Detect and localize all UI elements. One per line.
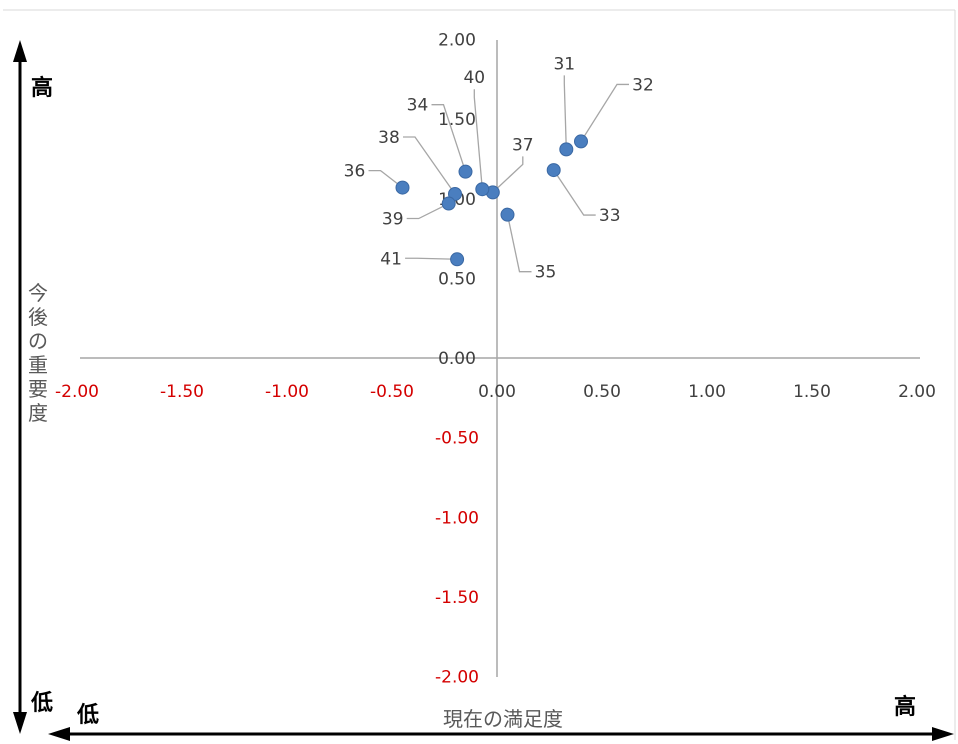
x-high-label: 高: [894, 694, 916, 720]
importance-arrow: [13, 40, 27, 734]
x-tick-label: 1.00: [688, 382, 726, 402]
y-tick-label: -1.00: [435, 508, 479, 528]
x-tick-label: -1.00: [265, 382, 309, 402]
point-label-38: 38: [378, 128, 400, 148]
point-labels: 31 32 33 34 35 36 37 38 39 40 41: [344, 54, 654, 282]
data-point-40: [475, 182, 490, 197]
x-tick-label: 0.50: [583, 382, 621, 402]
data-point-35: [500, 207, 515, 222]
y-high-label: 高: [31, 75, 53, 101]
data-point-41: [450, 252, 465, 267]
x-tick-label: 0.00: [478, 382, 516, 402]
data-points: [395, 134, 588, 267]
y-tick-label: 2.00: [438, 31, 476, 51]
point-label-32: 32: [632, 75, 654, 95]
leader-lines: [368, 75, 629, 273]
leader-line: [405, 257, 458, 260]
y-tick-label: 1.50: [438, 110, 476, 130]
point-label-39: 39: [382, 210, 404, 230]
y-axis-title-char: 重: [28, 353, 48, 377]
x-tick-label: 1.50: [793, 382, 831, 402]
y-tick-label: 0.00: [438, 349, 476, 369]
point-label-33: 33: [599, 206, 621, 226]
y-axis-title-char: 度: [28, 401, 48, 425]
y-tick-label: -1.50: [435, 588, 479, 608]
y-axis-title-char: 今: [28, 281, 48, 305]
data-point-39: [441, 196, 456, 211]
point-label-31: 31: [553, 54, 575, 74]
point-label-36: 36: [344, 162, 366, 182]
data-point-33: [546, 163, 561, 178]
data-point-31: [559, 142, 574, 157]
leader-line: [431, 104, 467, 172]
point-label-41: 41: [380, 249, 402, 269]
point-label-34: 34: [407, 96, 429, 116]
leader-line: [473, 89, 483, 190]
y-tick-labels: 2.001.501.000.500.00-0.50-1.00-1.50-2.00: [435, 31, 479, 688]
leader-line: [563, 75, 567, 150]
y-tick-label: -0.50: [435, 429, 479, 449]
x-tick-label: -1.50: [160, 382, 204, 402]
point-label-40: 40: [463, 68, 485, 88]
y-tick-label: 0.50: [438, 269, 476, 289]
y-low-label: 低: [30, 691, 53, 716]
satisfaction-arrow: [48, 727, 954, 741]
leader-line: [492, 156, 524, 193]
leader-line: [580, 83, 629, 142]
x-tick-label: -0.50: [370, 382, 414, 402]
x-tick-labels: -2.00 -1.50 -1.00 -0.50 0.00 0.50 1.00 1.50 2.00: [55, 382, 936, 402]
y-tick-label: -2.00: [435, 668, 479, 688]
y-axis-title-char: 後: [28, 305, 48, 329]
point-label-37: 37: [512, 135, 534, 155]
x-tick-label: -2.00: [55, 382, 99, 402]
data-point-34: [458, 164, 473, 179]
x-axis-title: 現在の満足度: [443, 707, 563, 731]
leader-line: [403, 136, 456, 195]
y-axis-title-char: の: [28, 329, 48, 353]
leader-line: [506, 214, 532, 273]
data-point-38: [448, 186, 462, 201]
leader-line: [553, 169, 596, 216]
leader-line: [406, 202, 449, 220]
x-low-label: 低: [76, 703, 99, 728]
point-label-35: 35: [535, 263, 557, 283]
x-tick-label: 2.00: [898, 382, 936, 402]
y-axis-title-char: 要: [28, 377, 48, 401]
leader-line: [368, 169, 403, 189]
data-point-36: [395, 180, 410, 195]
data-point-32: [574, 134, 588, 149]
